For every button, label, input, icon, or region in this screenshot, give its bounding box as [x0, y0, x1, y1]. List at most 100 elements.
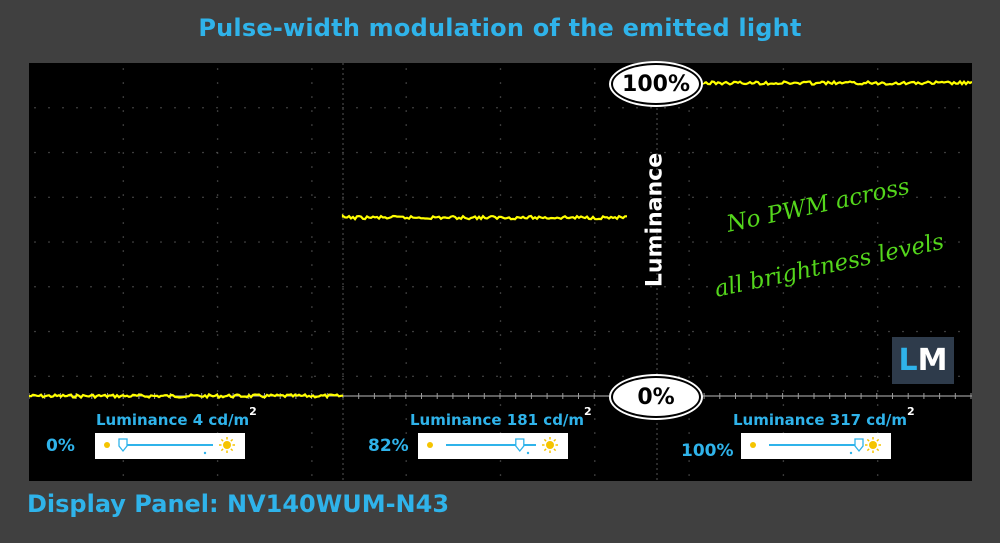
grid-dot	[688, 278, 690, 280]
grid-dot	[706, 375, 708, 378]
grid-dot	[622, 241, 624, 243]
grid-dot	[122, 166, 125, 168]
grid-dot	[552, 151, 554, 154]
grid-dot	[202, 330, 204, 333]
grid-dot	[916, 285, 918, 288]
grid-dot	[34, 285, 36, 288]
grid-dot	[762, 375, 764, 378]
grid-dot	[782, 68, 785, 70]
grid-dot	[499, 418, 502, 420]
grid-dot	[405, 306, 408, 308]
grid-dot	[688, 250, 690, 252]
grid-dot	[122, 222, 125, 224]
grid-dot	[876, 250, 879, 252]
grid-dot	[580, 151, 582, 154]
grid-dot	[48, 151, 50, 154]
grid-dot	[311, 334, 313, 336]
sun-ray	[543, 448, 547, 452]
chart-title: Pulse-width modulation of the emitted li…	[198, 14, 802, 42]
grid-dot	[594, 446, 596, 448]
grid-dot	[846, 375, 848, 378]
segment-1-luminance-text: Luminance 4 cd/m	[96, 411, 250, 429]
grid-dot	[594, 208, 596, 210]
grid-dot	[594, 124, 596, 126]
grid-dot	[524, 375, 526, 378]
grid-dot	[122, 68, 125, 70]
grid-dot	[594, 362, 596, 364]
grid-dot	[62, 285, 64, 288]
grid-dot	[499, 278, 502, 280]
grid-dot	[622, 285, 624, 288]
grid-dot	[664, 241, 666, 243]
segment-2-luminance: Luminance 181 cd/m2	[410, 405, 592, 429]
grid-dot	[146, 151, 148, 154]
grid-dot	[405, 460, 408, 462]
grid-dot	[62, 241, 64, 243]
grid-dot	[311, 124, 313, 126]
grid-dot	[636, 330, 638, 333]
grid-dot	[902, 106, 904, 109]
grid-dot	[688, 152, 690, 154]
grid-dot	[874, 375, 876, 378]
grid-dot	[688, 222, 690, 224]
grid-dot	[664, 196, 666, 199]
grid-dot	[636, 375, 638, 378]
grid-dot	[160, 330, 162, 333]
grid-dot	[688, 236, 690, 238]
grid-dot	[876, 460, 879, 462]
grid-dot	[468, 375, 470, 378]
grid-dot	[286, 285, 288, 288]
grid-dot	[342, 375, 344, 378]
grid-dot	[832, 196, 834, 199]
grid-dot	[538, 151, 540, 154]
grid-dot	[398, 106, 400, 109]
grid-dot	[405, 236, 408, 238]
grid-dot	[314, 106, 316, 109]
grid-dot	[62, 196, 64, 199]
grid-dot	[48, 196, 50, 199]
grid-dot	[876, 278, 879, 280]
grid-dot	[90, 106, 92, 109]
grid-dot	[538, 106, 540, 109]
grid-dot	[244, 285, 246, 288]
segment-2-brightness-slider	[418, 433, 568, 459]
grid-dot	[174, 375, 176, 378]
grid-dot	[342, 241, 344, 243]
grid-dot	[244, 330, 246, 333]
grid-dot	[426, 375, 428, 378]
grid-dot	[48, 330, 50, 333]
grid-dot	[782, 222, 785, 224]
grid-dot	[398, 375, 400, 378]
grid-dot	[748, 330, 750, 333]
grid-dot	[538, 375, 540, 378]
grid-dot	[782, 152, 785, 154]
grid-dot	[688, 138, 690, 140]
grid-dot	[160, 106, 162, 109]
grid-dot	[876, 110, 879, 112]
grid-dot	[216, 166, 219, 168]
grid-dot	[608, 151, 610, 154]
grid-dot	[34, 375, 36, 378]
grid-dot	[846, 285, 848, 288]
grid-dot	[440, 330, 442, 333]
grid-dot	[902, 330, 904, 333]
grid-dot	[636, 241, 638, 243]
grid-dot	[272, 151, 274, 154]
grid-dot	[566, 106, 568, 109]
grid-dot	[405, 222, 408, 224]
grid-dot	[524, 285, 526, 288]
grid-dot	[286, 375, 288, 378]
slider-svg	[104, 437, 235, 455]
grid-dot	[160, 151, 162, 154]
grid-dot	[370, 196, 372, 199]
grid-dot	[405, 194, 408, 196]
grid-dot	[874, 285, 876, 288]
grid-dot	[580, 375, 582, 378]
grid-dot	[499, 474, 502, 476]
grid-dot	[468, 151, 470, 154]
grid-dot	[930, 241, 932, 243]
grid-dot	[888, 106, 890, 109]
grid-dot	[734, 106, 736, 109]
grid-dot	[230, 196, 232, 199]
grid-dot	[311, 432, 313, 434]
